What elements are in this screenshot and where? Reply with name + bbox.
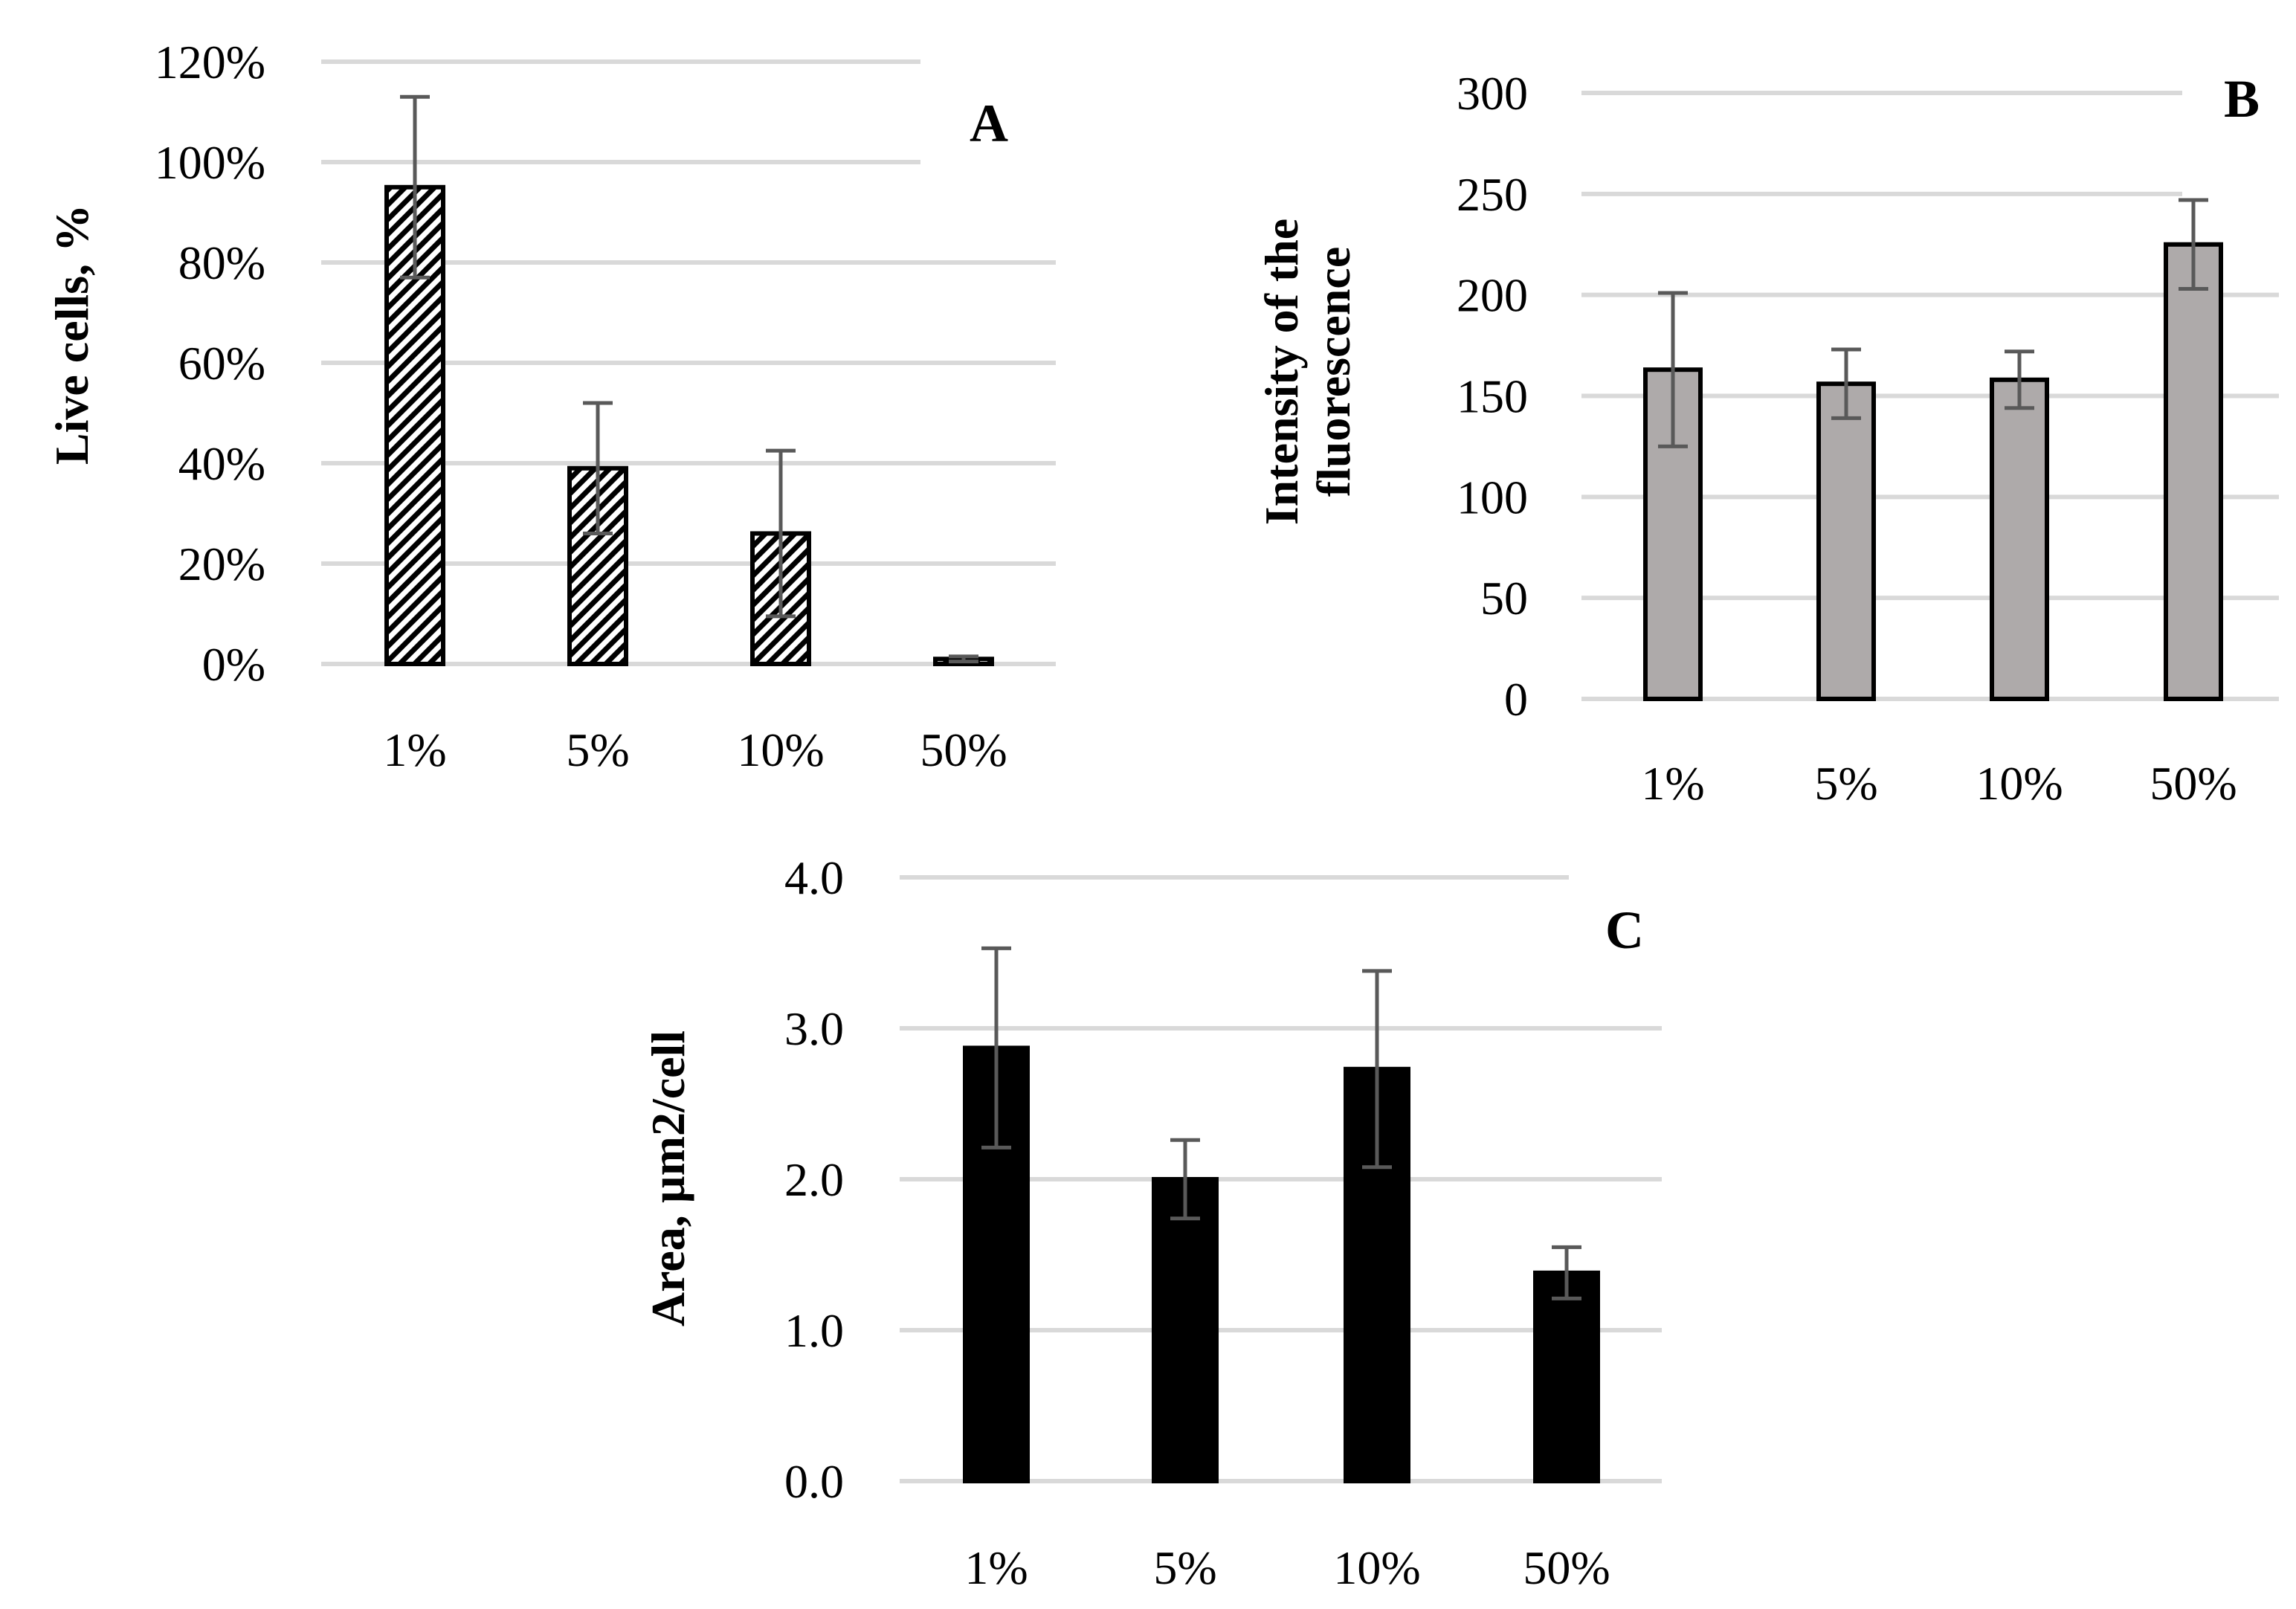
panel-a-ytick-label: 20%	[178, 538, 265, 590]
panel-c-error-bar	[1552, 1245, 1581, 1300]
panel-a-ytick-label: 0%	[202, 638, 265, 691]
panel-a-error-bar	[766, 448, 796, 619]
panel-c-ytick-label: 4.0	[784, 851, 844, 904]
panel-a-letter: A	[970, 94, 1008, 153]
panel-c-bar-50pct	[1533, 1270, 1600, 1483]
panel-c-bar-5pct	[1152, 1177, 1219, 1483]
panel-c-ytick-label: 0.0	[784, 1455, 844, 1508]
panel-b-ytick-label: 250	[1457, 168, 1528, 221]
panel-a-ytick-label: 100%	[155, 136, 265, 189]
panel-b-ytick-label: 100	[1457, 471, 1528, 523]
panel-b-error-bar	[2005, 349, 2034, 410]
panel-b-y-axis-label: Intensity of thefluorescence	[1255, 219, 1360, 525]
panel-b-letter: B	[2224, 69, 2260, 129]
panel-a-error-bar	[949, 654, 978, 664]
panel-a-y-axis-label: Live cells, %	[45, 204, 98, 465]
panel-b-xtick-label: 50%	[2150, 757, 2237, 810]
panel-c-ytick-label: 2.0	[784, 1153, 844, 1206]
panel-a-ytick-label: 60%	[178, 337, 265, 390]
panel-b-xtick-label: 10%	[1976, 757, 2063, 810]
panel-a-xtick-label: 50%	[920, 723, 1007, 776]
panel-a-xtick-label: 10%	[737, 723, 824, 776]
panel-c-ytick-label: 3.0	[784, 1002, 844, 1055]
panel-b-chart: B 0 50 100 150 200 250 300 1% 5% 10% 50% Intensity …	[1255, 67, 2279, 810]
panel-b-xtick-label: 5%	[1814, 757, 1877, 810]
panel-a-xtick-label: 5%	[566, 723, 629, 776]
panel-c-error-bar	[1362, 969, 1392, 1170]
panel-c-xtick-label: 10%	[1333, 1541, 1420, 1594]
panel-a-ytick-label: 40%	[178, 437, 265, 490]
panel-c-ytick-label: 1.0	[784, 1304, 844, 1357]
panel-b-ytick-label: 0	[1504, 673, 1528, 726]
panel-b-bar-10pct	[1990, 377, 2049, 701]
panel-c-chart: C 0.0 1.0 2.0 3.0 4.0 1% 5% 10% 50% Area, µm2/cel…	[642, 851, 1662, 1594]
panel-a-error-bar	[583, 401, 613, 535]
panel-a-ytick-label: 80%	[178, 236, 265, 289]
panel-c-xtick-label: 50%	[1523, 1541, 1610, 1594]
panel-c-y-axis-label: Area, µm2/cell	[642, 1031, 694, 1326]
panel-c-xtick-label: 5%	[1153, 1541, 1216, 1594]
panel-c-error-bar	[1170, 1138, 1200, 1221]
panel-a-ytick-label: 120%	[155, 36, 265, 88]
panel-b-bar-50pct	[2164, 242, 2223, 701]
panel-c-error-bar	[981, 946, 1011, 1149]
panel-b-bar-5pct	[1816, 381, 1876, 701]
panel-b-ytick-label: 200	[1457, 269, 1528, 322]
panel-b-error-bar	[2179, 198, 2208, 291]
panel-b-xtick-label: 1%	[1641, 757, 1704, 810]
panel-c-letter: C	[1605, 900, 1644, 960]
panel-b-error-bar	[1831, 347, 1861, 420]
panel-a-xtick-label: 1%	[383, 723, 446, 776]
panel-a-error-bar	[400, 94, 430, 280]
panel-b-ytick-label: 150	[1457, 370, 1528, 423]
panel-b-error-bar	[1658, 291, 1688, 448]
panel-b-ytick-label: 300	[1457, 67, 1528, 120]
panel-a-chart: A 0% 20% 40% 60% 80% 100% 120% 1% 5% 10% 50% Live c…	[45, 36, 1056, 776]
panel-b-ytick-label: 50	[1480, 572, 1528, 625]
panel-c-xtick-label: 1%	[964, 1541, 1028, 1594]
